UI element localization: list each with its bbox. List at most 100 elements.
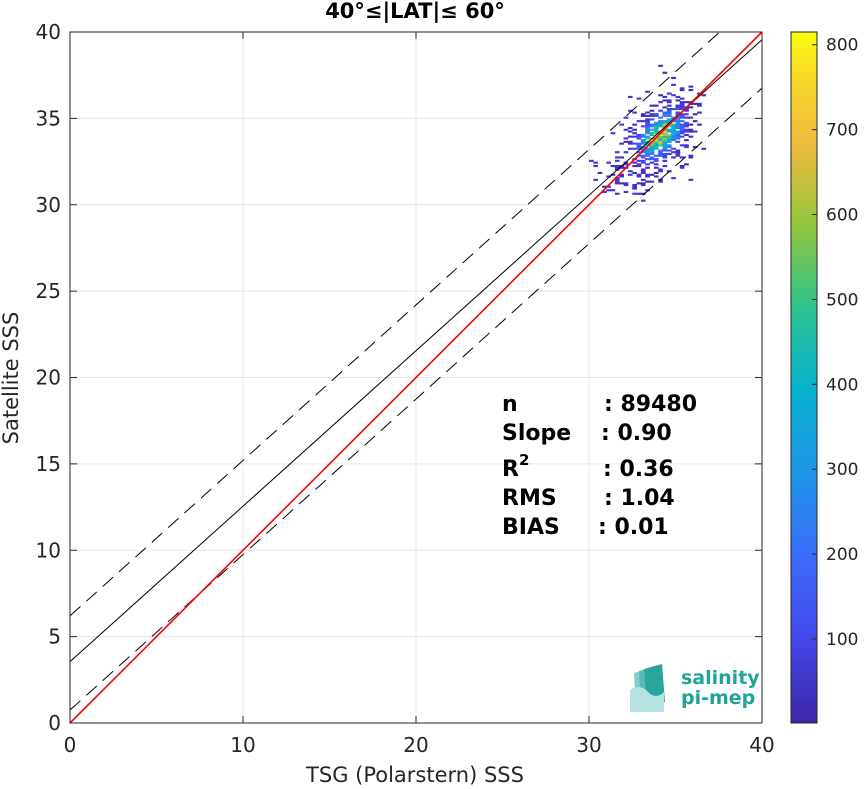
- density-cell: [675, 108, 681, 111]
- density-cell: [623, 137, 629, 140]
- density-cell: [649, 118, 655, 121]
- density-cell: [606, 175, 611, 178]
- density-cell: [679, 120, 685, 123]
- density-cell: [606, 161, 611, 164]
- density-cell: [701, 94, 707, 97]
- stat-value: : 1.04: [604, 486, 675, 511]
- density-cell: [688, 135, 694, 138]
- density-cell: [658, 64, 663, 67]
- stat-value: : 0.36: [603, 457, 674, 482]
- density-cell: [662, 147, 668, 150]
- density-cell: [653, 171, 659, 174]
- density-cell: [675, 95, 681, 98]
- density-cell: [606, 189, 611, 192]
- y-tick-label: 35: [36, 106, 61, 130]
- density-cell: [649, 144, 655, 147]
- density-cell: [640, 133, 646, 136]
- density-cell: [662, 149, 668, 152]
- density-cell: [623, 163, 629, 166]
- colorbar-tick-label: 300: [826, 460, 858, 480]
- density-cell: [666, 135, 672, 138]
- density-cell: [623, 116, 629, 119]
- x-axis-ticks: 0 10 20 30 40: [64, 32, 775, 757]
- density-cell: [653, 154, 659, 157]
- density-cell: [675, 130, 681, 133]
- density-cell: [671, 127, 676, 130]
- stat-value: : 0.90: [601, 421, 672, 446]
- density-cell: [645, 180, 650, 183]
- density-cell: [640, 135, 646, 138]
- density-cell: [632, 147, 637, 150]
- density-cell: [662, 111, 668, 114]
- density-cell: [645, 163, 650, 166]
- density-cell: [675, 123, 681, 126]
- density-cell: [636, 159, 642, 162]
- density-cell: [645, 166, 650, 169]
- chart-title: 40°≤|LAT|≤ 60°: [325, 0, 505, 24]
- density-cell: [679, 102, 685, 105]
- density-cell: [632, 171, 637, 174]
- density-cell: [614, 180, 620, 183]
- density-cell: [671, 147, 676, 150]
- density-cell: [649, 147, 655, 150]
- y-tick-label: 20: [36, 366, 61, 390]
- density-cell: [666, 130, 672, 133]
- density-cell: [649, 151, 655, 154]
- density-cell: [649, 146, 655, 149]
- density-cell: [679, 128, 685, 131]
- density-cell: [593, 165, 598, 168]
- density-cell: [632, 165, 637, 168]
- density-cell: [675, 99, 681, 102]
- density-cell: [636, 151, 642, 154]
- y-axis-label: Satellite SSS: [0, 312, 23, 445]
- density-cell: [679, 127, 685, 130]
- density-cell: [688, 178, 694, 181]
- density-cell: [662, 140, 668, 143]
- density-cell: [627, 170, 633, 173]
- density-cell: [649, 180, 655, 183]
- density-cell: [688, 106, 694, 109]
- density-cell: [671, 132, 676, 135]
- density-cell: [662, 152, 668, 155]
- density-cell: [640, 120, 646, 123]
- density-cell: [645, 175, 650, 178]
- density-cell: [632, 132, 637, 135]
- density-cell: [649, 161, 655, 164]
- density-cell: [692, 120, 698, 123]
- density-cell: [658, 154, 663, 157]
- density-cell: [684, 133, 689, 136]
- density-cell: [666, 137, 672, 140]
- density-cell: [632, 128, 637, 131]
- density-cell: [679, 130, 685, 133]
- density-cell: [662, 120, 668, 123]
- density-cell: [653, 140, 659, 143]
- density-cell: [640, 170, 646, 173]
- density-cell: [658, 152, 663, 155]
- colorbar-tick-label: 600: [826, 206, 858, 226]
- density-cell: [640, 140, 646, 143]
- density-cell: [658, 170, 663, 173]
- density-cell: [658, 142, 663, 145]
- density-cell: [653, 144, 659, 147]
- y-tick-label: 30: [36, 193, 61, 217]
- density-cell: [666, 108, 672, 111]
- density-cell: [675, 154, 681, 157]
- density-cell: [692, 102, 698, 105]
- y-axis-ticks: 0 5 10 15 20 25 30 35 40: [36, 20, 762, 735]
- density-cell: [666, 144, 672, 147]
- density-cell: [675, 137, 681, 140]
- density-cell: [649, 152, 655, 155]
- density-cell: [645, 90, 650, 93]
- density-cell: [684, 125, 689, 128]
- density-cell: [675, 125, 681, 128]
- density-cell: [649, 156, 655, 159]
- x-tick-label: 10: [230, 733, 255, 757]
- density-cell: [658, 149, 663, 152]
- x-tick-label: 30: [576, 733, 601, 757]
- density-cell: [653, 128, 659, 131]
- density-cell: [662, 144, 668, 147]
- density-cell: [645, 118, 650, 121]
- density-cell: [632, 185, 637, 188]
- density-cell: [662, 125, 668, 128]
- y-tick-label: 25: [36, 279, 61, 303]
